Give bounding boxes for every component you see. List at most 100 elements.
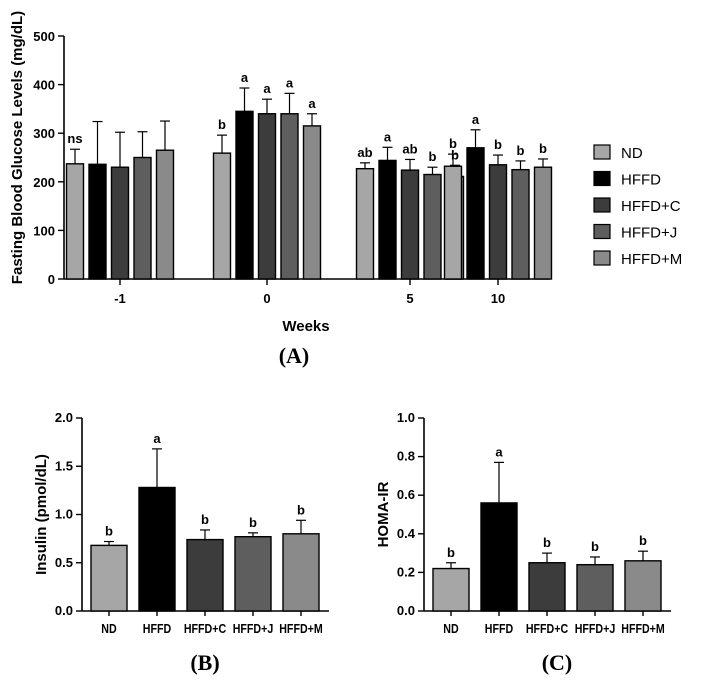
y-axis-title: Fasting Blood Glucose Levels (mg/dL) — [9, 11, 26, 284]
y-tick-label: 0.5 — [55, 555, 73, 570]
y-tick-label: 0.6 — [397, 487, 415, 502]
bar-nd — [432, 567, 470, 612]
bar-nd-sig-label: b — [447, 545, 455, 560]
bar-nd-week-1-sig-label: ns — [67, 131, 82, 146]
bar-hffd-j-week-5 — [423, 173, 442, 280]
bar-hffd-j-sig-label: b — [591, 539, 599, 554]
bar-hffd-j — [234, 535, 272, 612]
bar-hffd-week-5-sig-label: a — [384, 129, 392, 144]
bar-hffd-c — [528, 562, 566, 612]
panel-label-b: (B) — [190, 650, 219, 675]
bar-hffd-week-5 — [378, 159, 397, 280]
bar-hffd-c-week-0 — [257, 113, 277, 280]
bar-hffd-m-sig-label: b — [639, 533, 647, 548]
bar-hffd-j-sig-label: b — [249, 515, 257, 530]
bar-hffd-j-week-10-sig-label: b — [517, 143, 525, 158]
bar-hffd — [138, 486, 176, 612]
legend-label-hffd: HFFD — [621, 172, 661, 189]
bar-nd — [90, 544, 128, 612]
bar-hffd-c-sig-label: b — [543, 535, 551, 550]
y-tick-label: 1.5 — [55, 458, 73, 473]
bar-hffd-j-week-0-sig-label: a — [286, 75, 294, 90]
bar-hffd — [480, 502, 518, 612]
bar-hffd-sig-label: a — [495, 444, 503, 459]
bar-nd-week-10 — [443, 165, 463, 280]
legend-label-hffd-j: HFFD+J — [621, 225, 677, 242]
x-tick-label: HFFD+M — [621, 621, 665, 636]
bar-hffd-c-week-1 — [110, 166, 130, 280]
bar-nd-week-5 — [355, 167, 375, 280]
bar-hffd-week-0 — [235, 110, 254, 280]
y-tick-label: 1.0 — [397, 410, 415, 425]
bar-hffd-m-week-1 — [155, 149, 175, 280]
x-tick-label: HFFD — [143, 621, 172, 636]
bar-hffd-m — [624, 560, 662, 612]
bar-hffd-m-sig-label: b — [297, 502, 305, 517]
bar-hffd-sig-label: a — [153, 431, 161, 446]
y-tick-label: 0 — [48, 272, 55, 287]
y-tick-label: 0.8 — [397, 449, 415, 464]
x-tick-label: HFFD+C — [526, 621, 569, 636]
bar-hffd-c-sig-label: b — [201, 512, 209, 527]
x-tick-label: ND — [101, 621, 117, 636]
y-tick-label: 300 — [33, 126, 55, 141]
y-tick-label: 200 — [33, 175, 55, 190]
bar-hffd-c-week-5 — [400, 169, 420, 280]
bar-nd-week-1 — [65, 163, 85, 280]
bar-hffd-week-10-sig-label: a — [472, 112, 480, 127]
y-tick-label: 400 — [33, 78, 55, 93]
chart-panel-c: 0.0 0.2 0.4 0.6 0.8 1.0 b ND a HFFD b HFFD+C b HFFD+J… — [375, 410, 671, 675]
y-tick-label: 500 — [33, 29, 55, 44]
legend-label-hffd-m: HFFD+M — [621, 251, 682, 268]
bar-nd-week-10-sig-label: b — [449, 136, 457, 151]
bar-hffd-j-week-1 — [133, 156, 152, 280]
bar-hffd-m-week-0-sig-label: a — [308, 96, 316, 111]
bar-hffd-m-week-0 — [302, 125, 322, 280]
chart-panel-b: 0.0 0.5 1.0 1.5 2.0 b ND a HFFD b HFFD+C b HFFD+J b HF… — [33, 410, 329, 675]
x-tick-label: HFFD — [485, 621, 514, 636]
legend-label-nd: ND — [621, 145, 643, 162]
bar-hffd-c-week-10 — [488, 164, 508, 280]
legend-label-hffd-c: HFFD+C — [621, 198, 681, 215]
bar-hffd-week-0-sig-label: a — [241, 70, 249, 85]
bar-hffd-j-week-5-sig-label: b — [429, 149, 437, 164]
x-tick-label: HFFD+C — [184, 621, 227, 636]
panel-label-c: (C) — [542, 650, 573, 675]
bar-hffd-c-week-5-sig-label: ab — [402, 141, 417, 156]
x-tick-label: HFFD+J — [575, 621, 616, 636]
bar-nd-sig-label: b — [105, 524, 113, 539]
bar-nd-week-5-sig-label: ab — [357, 145, 372, 160]
x-tick-label: HFFD+M — [279, 621, 323, 636]
y-tick-label: 0.2 — [397, 564, 415, 579]
y-tick-label: 0.4 — [397, 526, 416, 541]
legend-swatch-hffd-c — [593, 197, 611, 213]
y-axis-title: HOMA-IR — [375, 481, 392, 547]
x-tick-label: 10 — [491, 291, 505, 306]
bar-hffd-week-10 — [466, 147, 485, 280]
bar-nd-week-0 — [212, 152, 232, 280]
bar-hffd-j — [576, 563, 614, 612]
bar-hffd-m-week-10 — [533, 166, 553, 280]
x-axis-title: Weeks — [282, 318, 329, 335]
x-tick-label: HFFD+J — [233, 621, 274, 636]
legend-swatch-hffd — [593, 170, 611, 187]
legend-swatch-hffd-j — [593, 223, 611, 240]
bar-hffd-c-week-0-sig-label: a — [263, 81, 271, 96]
x-tick-label: -1 — [114, 291, 126, 306]
x-tick-label: 0 — [263, 291, 270, 306]
bar-hffd-j-week-10 — [511, 168, 530, 280]
bar-hffd-m — [282, 533, 320, 612]
bar-hffd-c — [186, 538, 224, 612]
y-tick-label: 0.0 — [397, 603, 415, 618]
legend-swatch-nd — [593, 144, 611, 160]
bar-hffd-j-week-0 — [280, 113, 299, 280]
y-tick-label: 100 — [33, 223, 55, 238]
x-tick-label: 5 — [406, 291, 413, 306]
bar-hffd-m-week-10-sig-label: b — [539, 141, 547, 156]
x-tick-label: ND — [443, 621, 459, 636]
y-axis-title: Insulin (pmol/dL) — [33, 454, 50, 575]
y-tick-label: 1.0 — [55, 507, 73, 522]
y-tick-label: 2.0 — [55, 410, 73, 425]
